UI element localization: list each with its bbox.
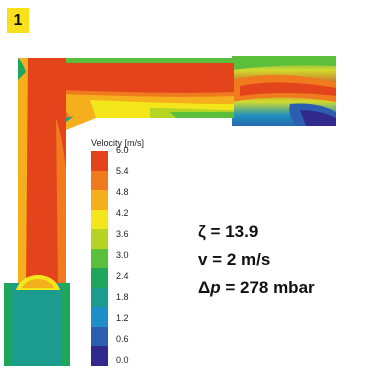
inlet-pipe	[4, 275, 70, 366]
delta-symbol: Δ	[198, 278, 211, 297]
legend-swatch	[91, 190, 108, 210]
legend-tick-label: 3.6	[116, 229, 129, 239]
inner-corner-eddy	[66, 116, 74, 122]
legend-tick-label: 3.0	[116, 250, 129, 260]
outlet-duct	[232, 56, 336, 126]
figure-number-badge: 1	[7, 8, 29, 33]
legend-tick-label: 1.8	[116, 292, 129, 302]
legend-swatch	[91, 307, 108, 327]
legend-swatch	[91, 151, 108, 171]
legend-swatch	[91, 209, 108, 230]
legend-tick-label: 0.0	[116, 355, 129, 365]
pressure-value: = 278 mbar	[220, 278, 315, 297]
legend-swatch	[91, 170, 108, 191]
legend-swatch	[91, 268, 108, 288]
pressure-drop-result: Δp = 278 mbar	[198, 274, 315, 302]
legend-tick-label: 4.2	[116, 208, 129, 218]
legend-swatch	[91, 287, 108, 308]
legend-tick-label: 4.8	[116, 187, 129, 197]
velocity-result: v = 2 m/s	[198, 250, 271, 269]
velocity-color-scale	[91, 151, 108, 367]
legend-swatch	[91, 229, 108, 249]
legend-swatch	[91, 346, 108, 367]
legend-tick-label: 6.0	[116, 145, 129, 155]
inner-corner-wake	[66, 114, 96, 130]
legend-tick-label: 1.2	[116, 313, 129, 323]
legend-swatch	[91, 248, 108, 269]
vertical-section	[18, 58, 66, 288]
legend-tick-label: 5.4	[116, 166, 129, 176]
legend-swatch	[91, 326, 108, 347]
zeta-result: ζ = 13.9	[198, 222, 259, 241]
legend-tick-label: 0.6	[116, 334, 129, 344]
pressure-variable: p	[210, 278, 221, 297]
legend-title: Velocity [m/s]	[91, 138, 145, 148]
results-block: ζ = 13.9 v = 2 m/s Δp = 278 mbar	[198, 218, 315, 302]
legend-tick-label: 2.4	[116, 271, 129, 281]
